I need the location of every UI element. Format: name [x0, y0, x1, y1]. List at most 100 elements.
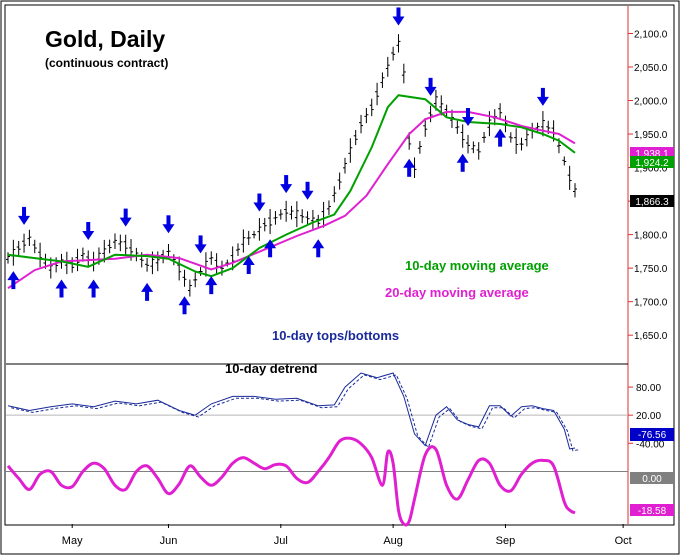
- detrend-value-label: -76.56: [638, 430, 667, 441]
- arrow-shaft: [407, 166, 412, 177]
- arrow-head: [312, 239, 325, 249]
- price-bar: [508, 132, 513, 143]
- price-bar: [193, 272, 198, 288]
- month-label: Jul: [274, 535, 288, 547]
- price-bar: [514, 128, 519, 154]
- price-bar: [278, 209, 283, 220]
- top-arrow-icon: [462, 108, 475, 127]
- bottom-arrow-icon: [403, 158, 416, 177]
- detrend-line: [7, 372, 576, 450]
- price-bar: [562, 156, 567, 166]
- price-bar: [369, 98, 374, 117]
- price-bar: [112, 233, 117, 250]
- arrow-head: [280, 184, 293, 194]
- bottom-arrow-icon: [456, 153, 469, 172]
- price-bar: [332, 186, 337, 203]
- top-arrow-icon: [253, 193, 266, 212]
- top-arrow-icon: [536, 87, 549, 106]
- month-label: Sep: [496, 535, 516, 547]
- price-tick-label: 2,050.0: [634, 63, 668, 74]
- arrow-shaft: [466, 108, 471, 119]
- price-bar: [262, 217, 267, 232]
- arrow-shaft: [460, 161, 465, 172]
- detrend-tick-label: 80.00: [636, 383, 661, 394]
- tops-bottoms-annotation: 10-day tops/bottoms: [272, 328, 399, 343]
- price-bar: [284, 200, 289, 222]
- plot-frame: [4, 4, 675, 526]
- arrow-shaft: [11, 279, 16, 290]
- price-bar: [455, 120, 460, 134]
- arrow-shaft: [145, 290, 150, 301]
- tops-bottoms-arrows: [7, 7, 549, 315]
- price-bar: [300, 209, 305, 224]
- arrow-shaft: [59, 287, 64, 298]
- price-bar: [353, 129, 358, 146]
- price-bar: [348, 138, 353, 163]
- bottom-arrow-icon: [264, 239, 277, 258]
- arrow-head: [301, 190, 314, 200]
- bottom-arrow-icon: [205, 276, 218, 295]
- price-bar: [155, 251, 160, 272]
- price-bar: [359, 114, 364, 134]
- arrow-shaft: [166, 215, 171, 226]
- price-bar: [380, 72, 385, 88]
- top-arrow-icon: [194, 235, 207, 254]
- price-bar: [123, 234, 128, 256]
- price-bar: [428, 105, 433, 123]
- arrow-head: [264, 239, 277, 249]
- price-bar: [342, 157, 347, 174]
- arrow-head: [494, 128, 507, 138]
- arrow-head: [536, 96, 549, 106]
- price-bar: [107, 239, 112, 254]
- arrow-head: [253, 202, 266, 212]
- detrend-tick-label: 20.00: [636, 411, 661, 422]
- price-bar: [337, 172, 342, 190]
- top-arrow-icon: [424, 77, 437, 96]
- price-bar: [305, 211, 310, 225]
- price-bar: [471, 141, 476, 154]
- month-label: May: [62, 535, 83, 547]
- arrow-head: [7, 271, 20, 281]
- price-tick-label: 1,650.0: [634, 331, 668, 342]
- arrow-shaft: [123, 208, 128, 219]
- chart-subtitle: (continuous contract): [45, 56, 168, 70]
- price-tick-label: 2,100.0: [634, 29, 668, 40]
- price-bar: [326, 200, 331, 215]
- price-bar: [198, 267, 203, 276]
- arrow-head: [205, 276, 218, 286]
- arrow-head: [456, 153, 469, 163]
- last-price-box: [630, 195, 674, 207]
- price-bar: [423, 118, 428, 137]
- price-tick-label: 1,900.0: [634, 164, 668, 175]
- price-bar: [27, 229, 32, 247]
- arrow-head: [194, 244, 207, 254]
- osc-value-label: -18.58: [638, 506, 667, 517]
- arrow-shaft: [396, 7, 401, 18]
- arrow-head: [82, 231, 95, 241]
- price-bar: [391, 46, 396, 61]
- price-tick-label: 1,700.0: [634, 298, 668, 309]
- ma20-annotation: 20-day moving average: [385, 285, 529, 300]
- price-bar: [118, 234, 123, 252]
- price-bar: [32, 239, 37, 254]
- price-bar: [289, 205, 294, 220]
- price-bar: [466, 134, 471, 154]
- arrow-shaft: [268, 247, 273, 258]
- price-bar: [364, 107, 369, 124]
- last-price-label: 1,866.3: [635, 197, 669, 208]
- top-arrow-icon: [162, 215, 175, 234]
- price-bar: [236, 243, 241, 256]
- ma20-value-label: 1,938.1: [635, 149, 669, 160]
- arrow-shaft: [91, 287, 96, 298]
- month-label: Jun: [160, 535, 178, 547]
- arrow-head: [18, 215, 31, 225]
- ma10-line: [7, 94, 576, 278]
- bottom-arrow-icon: [312, 239, 325, 258]
- price-bar: [257, 218, 262, 241]
- price-bar: [417, 141, 422, 154]
- price-bar: [524, 127, 529, 147]
- arrow-shaft: [540, 87, 545, 98]
- price-bar: [401, 63, 406, 84]
